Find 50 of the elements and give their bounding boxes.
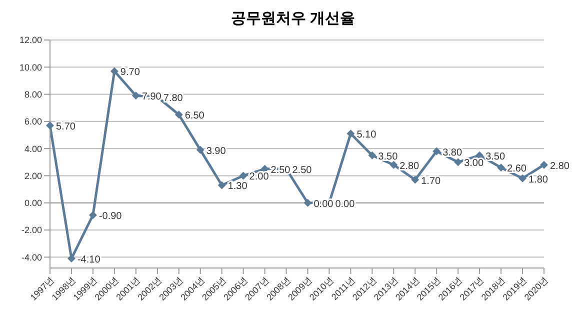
- data-label: 3.90: [206, 146, 226, 157]
- y-tick-label: -2.00: [21, 225, 42, 236]
- data-label: 3.50: [486, 151, 506, 162]
- point: [476, 151, 484, 160]
- point: [497, 164, 506, 172]
- data-label: 7.80: [163, 93, 184, 104]
- data-label: 2.60: [507, 164, 527, 175]
- data-label: 3.00: [464, 158, 484, 170]
- data-label: 2.00: [249, 172, 270, 183]
- point: [540, 160, 548, 169]
- y-tick-label: 2.00: [24, 170, 42, 181]
- point: [368, 151, 376, 160]
- chart-title: 공무원처우 개선율: [230, 9, 356, 29]
- point: [88, 211, 97, 220]
- y-tick-label: 12.00: [19, 35, 42, 46]
- y-tick-label: 4.00: [24, 144, 42, 154]
- point: [346, 130, 355, 138]
- point: [174, 110, 183, 119]
- data-label: 5.70: [56, 122, 76, 132]
- data-label: 1.80: [528, 174, 548, 186]
- data-label: 5.10: [356, 130, 377, 141]
- point: [518, 174, 527, 182]
- data-label: 3.50: [378, 151, 398, 162]
- y-tick-label: -4.00: [21, 252, 42, 262]
- data-label: 2.80: [550, 160, 570, 172]
- point: [411, 176, 420, 184]
- point: [218, 181, 226, 190]
- point: [432, 147, 441, 156]
- data-label: 9.70: [120, 67, 140, 78]
- point: [454, 158, 462, 166]
- data-label: 1.70: [421, 176, 442, 187]
- data-label: 3.80: [442, 147, 463, 158]
- data-label: -4.10: [77, 254, 101, 266]
- y-tick-label: 0.00: [24, 198, 42, 208]
- data-label: 2.50: [292, 164, 312, 176]
- y-tick-label: 8.00: [24, 89, 42, 100]
- point: [304, 198, 312, 207]
- y-tick-label: 10.00: [19, 62, 42, 72]
- point: [46, 122, 54, 130]
- data-label: -0.90: [98, 211, 122, 222]
- data-label: 0.00: [335, 198, 356, 210]
- point: [239, 172, 248, 180]
- point: [132, 92, 140, 100]
- data-label: 2.80: [400, 160, 420, 172]
- data-label: 1.30: [228, 181, 248, 192]
- y-tick-label: 6.00: [24, 116, 42, 127]
- data-label: 6.50: [184, 110, 205, 122]
- point: [196, 146, 204, 154]
- point: [110, 67, 118, 76]
- point: [390, 160, 398, 169]
